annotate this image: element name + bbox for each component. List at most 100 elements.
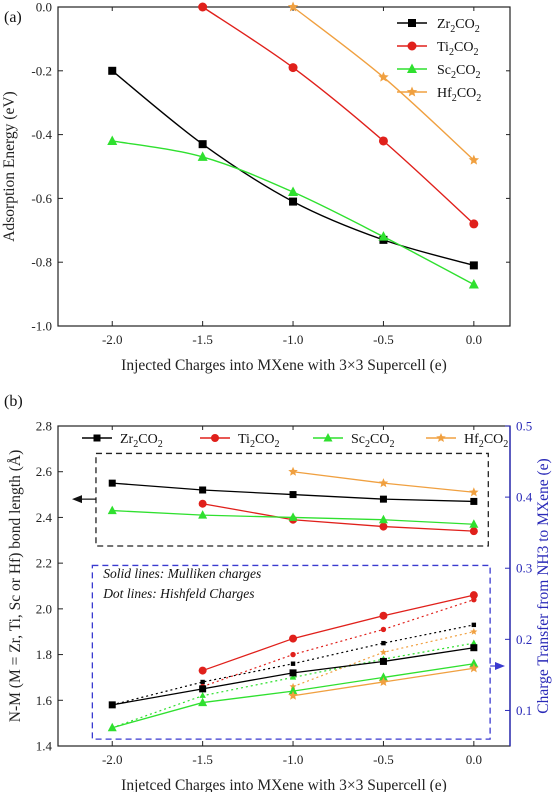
data-point: [288, 186, 299, 197]
legend-label: Ti2CO2: [238, 432, 280, 450]
data-point: [469, 219, 479, 229]
hirshfeld-point: [199, 692, 206, 698]
legend-marker: [408, 19, 416, 27]
y-tick-label: 1.8: [36, 647, 52, 662]
y-tick-label: -0.6: [31, 191, 52, 206]
data-point: [469, 261, 478, 270]
data-point: [287, 1, 299, 12]
hirshfeld-line: [112, 642, 474, 729]
legend: Zr2CO2 Ti2CO2 Sc2CO2 Hf2CO2: [397, 17, 481, 104]
left-arrow-head: [72, 495, 82, 504]
bond-length-point: [470, 497, 478, 505]
bond-length-point: [378, 514, 388, 524]
mulliken-point: [289, 669, 297, 677]
bond-length-point: [198, 499, 207, 508]
hirshfeld-point: [200, 679, 205, 685]
x-tick-label: -0.5: [373, 332, 394, 347]
legend-marker: [323, 433, 333, 442]
x-tick-label: -2.0: [102, 752, 123, 767]
data-point: [198, 2, 208, 12]
legend-label: Sc2CO2: [437, 63, 481, 81]
annotation-text: Solid lines: Mulliken charges: [103, 566, 261, 581]
mulliken-point: [288, 686, 298, 695]
bond-length-point: [199, 486, 207, 494]
y-tick-label: 2.8: [36, 419, 52, 434]
mulliken-point: [470, 644, 478, 652]
y-tick-label: -1.0: [31, 319, 52, 334]
data-point: [378, 71, 389, 82]
right-arrow-head: [495, 662, 505, 670]
bond-length-point: [378, 478, 389, 488]
series-line: [111, 70, 475, 267]
series-line: [112, 140, 475, 286]
mulliken-point: [469, 591, 478, 600]
bond-length-point: [288, 466, 298, 476]
y-tick-label: 1.6: [36, 693, 53, 708]
legend-label: Hf2CO2: [464, 432, 508, 450]
charge-box: [91, 564, 491, 740]
y-tick-label: 0.0: [36, 0, 52, 15]
mulliken-point: [288, 690, 298, 700]
mulliken-point: [469, 663, 479, 673]
right-y-tick-label: 0.1: [516, 703, 532, 718]
hirshfeld-point: [470, 628, 478, 635]
bond-length-point: [379, 522, 388, 531]
hirshfeld-point: [290, 661, 296, 666]
data-point: [288, 63, 298, 73]
legend-label: Zr2CO2: [120, 432, 163, 450]
mulliken-point: [108, 701, 116, 709]
mulliken-point: [198, 666, 207, 675]
data-point: [107, 135, 118, 145]
y-tick-label: 2.6: [36, 464, 53, 479]
legend: Zr2CO2 Ti2CO2 Sc2CO2 Hf2CO2: [82, 432, 508, 450]
mulliken-point: [379, 611, 388, 620]
panel-label: (a): [4, 9, 22, 26]
bond-length-point: [198, 510, 208, 519]
bond-length-point: [289, 491, 297, 499]
data-point: [468, 279, 479, 289]
hirshfeld-line: [202, 599, 475, 688]
y-tick-label: 2.4: [36, 510, 53, 525]
y-axis-label: Adsorption Energy (eV): [1, 91, 18, 241]
hirshfeld-point: [470, 639, 478, 646]
x-tick-label: 0.0: [466, 332, 482, 347]
y-tick-label: 1.4: [36, 739, 53, 754]
hirshfeld-point: [381, 640, 386, 646]
bond-length-point: [108, 479, 116, 487]
series-line: [202, 6, 475, 225]
right-y-tick-label: 0.3: [516, 561, 532, 576]
legend-marker: [406, 86, 418, 97]
legend-label: Sc2CO2: [351, 432, 395, 450]
hirshfeld-point: [289, 673, 297, 680]
legend-marker: [211, 434, 219, 442]
bond-length-point: [288, 512, 298, 521]
x-tick-label: -2.0: [102, 332, 123, 347]
mulliken-point: [198, 697, 208, 707]
mulliken-line: [202, 594, 474, 672]
panel-a: -2.0 -1.5 -1.0 -0.5 0.0 -1.0 -0.8 -0.6 -0.4 -0.2 0…: [1, 0, 511, 374]
annotation-text: Dot lines: Hishfeld Charges: [102, 586, 254, 601]
x-tick-label: -1.0: [283, 332, 304, 347]
bond-length-point: [107, 505, 117, 515]
mulliken-point: [378, 677, 389, 687]
y-tick-label: -0.4: [31, 127, 52, 142]
y-tick-label: -0.8: [31, 255, 52, 270]
right-y-tick-label: 0.2: [516, 632, 532, 647]
y-tick-label: 2.2: [36, 556, 52, 571]
plot-frame: [57, 6, 511, 327]
x-tick-label: -1.0: [283, 752, 304, 767]
x-tick-label: -1.5: [192, 332, 213, 347]
bond-length-point: [469, 527, 478, 536]
panel-b: -2.0 -1.5 -1.0 -0.5 0.0 1.4 1.6 1.8 2.0 2.2 2.4 2.6…: [4, 393, 552, 792]
mulliken-point: [469, 658, 479, 668]
y-tick-label: 2.0: [36, 601, 52, 616]
mulliken-point: [107, 722, 117, 732]
x-axis-label: Injected Charges into MXene with 3×3 Sup…: [121, 357, 447, 374]
right-y-tick-label: 0.5: [516, 419, 532, 434]
panel-label: (b): [4, 393, 23, 410]
data-point: [198, 140, 207, 149]
bond-length-point: [379, 495, 387, 503]
x-tick-label: -0.5: [373, 752, 394, 767]
mulliken-point: [379, 657, 387, 665]
